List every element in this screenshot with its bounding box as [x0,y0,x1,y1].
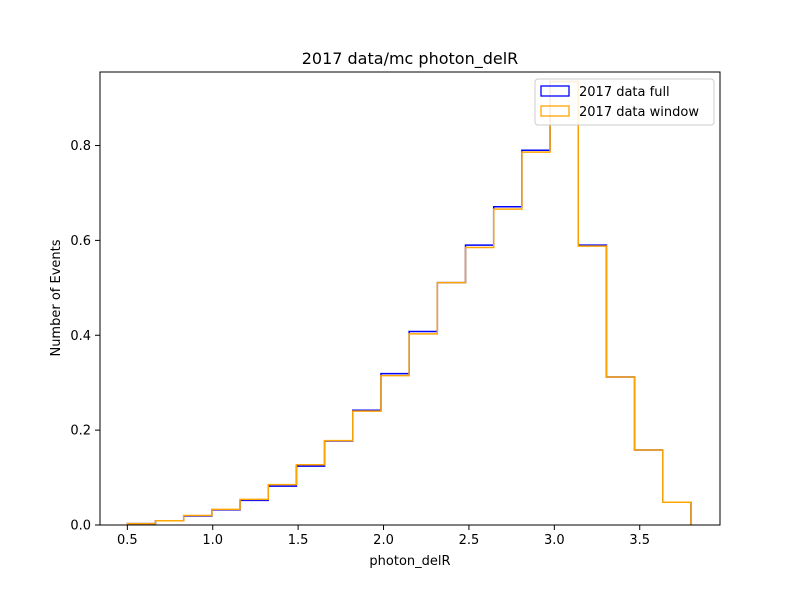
y-tick-label: 0.6 [70,234,91,249]
x-tick-label: 3.0 [544,533,565,548]
y-tick-label: 0.4 [70,329,91,344]
x-tick-label: 2.5 [459,533,480,548]
legend: 2017 data full 2017 data window [534,78,715,126]
plot-area [99,71,721,526]
legend-label-data-full: 2017 data full [579,85,670,100]
x-tick-label: 2.0 [373,533,394,548]
chart-title: 2017 data/mc photon_delR [302,49,519,69]
y-axis-label: Number of Events [49,239,64,356]
y-tick-label: 0.2 [70,424,91,439]
y-tick-label: 0.0 [70,519,91,534]
y-tick-label: 0.8 [70,139,91,154]
series-layer [126,80,692,525]
y-axis: 0.0 0.2 0.4 0.6 0.8 [70,139,100,534]
series-line-data-window [126,80,692,525]
x-axis: 0.5 1.0 1.5 2.0 2.5 3.0 3.5 [117,525,650,548]
axes-frame [99,71,721,526]
legend-swatch-data-full [540,85,570,97]
x-tick-label: 0.5 [117,533,138,548]
x-axis-label: photon_delR [369,554,450,569]
legend-label-data-window: 2017 data window [579,105,699,120]
legend-swatch-data-window [540,105,570,117]
x-tick-label: 1.0 [202,533,223,548]
x-tick-label: 3.5 [629,533,650,548]
legend-box [534,78,715,126]
x-tick-label: 1.5 [288,533,309,548]
